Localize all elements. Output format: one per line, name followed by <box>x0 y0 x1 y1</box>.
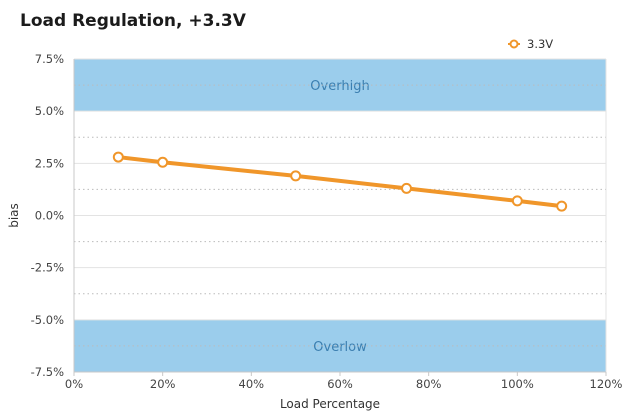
x-axis-title: Load Percentage <box>280 397 380 411</box>
y-tick-label: 2.5% <box>35 156 64 170</box>
series-line <box>116 155 564 209</box>
x-tick-label: 40% <box>239 377 265 391</box>
x-tick-label: 120% <box>590 377 623 391</box>
x-tick-label: 100% <box>501 377 534 391</box>
legend[interactable]: 3.3V <box>508 37 553 51</box>
axis-layer: 7.5% 5.0% 2.5% 0.0% -2.5% -5.0% -7.5%0% 20% 40% 6… <box>7 52 623 411</box>
series-layer <box>112 151 568 212</box>
x-tick-label: 0% <box>65 377 83 391</box>
data-point <box>112 151 124 163</box>
data-point <box>556 200 568 212</box>
legend-marker-icon <box>509 39 519 49</box>
y-axis-title: bias <box>7 203 21 228</box>
data-point <box>511 195 523 207</box>
data-point <box>401 182 412 194</box>
y-tick-label: -7.5% <box>31 365 64 379</box>
x-tick-label: 20% <box>150 377 176 391</box>
data-point <box>157 156 169 168</box>
x-tick-label: 80% <box>416 377 442 391</box>
y-tick-label: -5.0% <box>31 313 64 327</box>
x-tick-label: 60% <box>327 377 353 391</box>
chart-title: Load Regulation, +3.3V <box>20 11 246 31</box>
legend-label: 3.3V <box>527 37 553 51</box>
y-tick-label: 7.5% <box>35 52 64 66</box>
y-tick-label: 5.0% <box>35 104 64 118</box>
y-tick-label: -2.5% <box>31 261 64 275</box>
data-point <box>290 170 302 182</box>
band-label-overlow: Overlow <box>313 340 367 355</box>
y-tick-label: 0.0% <box>35 209 64 223</box>
band-label-overhigh: Overhigh <box>310 79 369 94</box>
